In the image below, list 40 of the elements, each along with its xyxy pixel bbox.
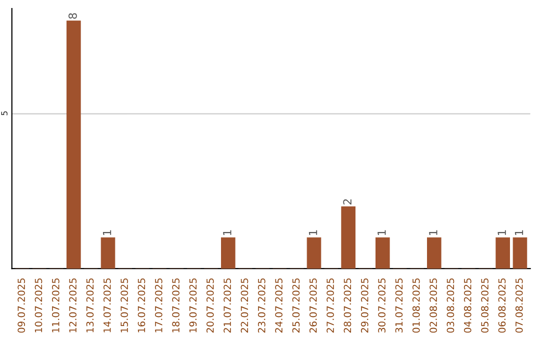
- x-tick-label: 20.07.2025: [206, 278, 214, 333]
- x-tick-label: 10.07.2025: [34, 278, 42, 332]
- y-tick-label: 5: [1, 111, 8, 116]
- x-tick-label: 23.07.2025: [258, 278, 266, 333]
- x-tick-label: 26.07.2025: [309, 278, 317, 333]
- x-tick-label: 30.07.2025: [378, 278, 386, 333]
- x-tick-label: 01.08.2025: [412, 278, 420, 333]
- x-tick-label: 29.07.2025: [360, 278, 368, 333]
- x-tick-label: 11.07.2025: [52, 278, 60, 332]
- x-tick-label: 18.07.2025: [172, 278, 180, 332]
- x-tick-label: 06.08.2025: [498, 278, 506, 333]
- x-tick-label: 04.08.2025: [464, 278, 472, 333]
- data-label: 1: [498, 230, 506, 236]
- x-tick-label: 16.07.2025: [138, 278, 146, 332]
- data-label: 1: [429, 230, 438, 236]
- x-tick-label: 22.07.2025: [240, 278, 248, 333]
- data-label: 1: [308, 230, 318, 236]
- x-tick-label: 15.07.2025: [120, 278, 128, 332]
- x-tick-label: 09.07.2025: [18, 278, 25, 333]
- x-tick-label: 03.08.2025: [446, 278, 454, 333]
- x-tick-label: 27.07.2025: [326, 278, 334, 333]
- x-tick-label: 13.07.2025: [86, 278, 94, 332]
- x-tick-label: 12.07.2025: [69, 278, 76, 332]
- data-label: 1: [102, 230, 112, 236]
- x-tick-label: 17.07.2025: [154, 278, 162, 332]
- x-tick-label: 19.07.2025: [189, 278, 197, 332]
- data-label: 8: [68, 13, 77, 19]
- data-label: 2: [343, 199, 352, 204]
- data-label: 1: [378, 230, 386, 236]
- x-tick-label: 24.07.2025: [275, 278, 282, 333]
- x-tick-label: 31.07.2025: [395, 278, 403, 333]
- data-label: 1: [514, 230, 524, 236]
- x-tick-label: 07.08.2025: [515, 278, 523, 333]
- data-label: 1: [223, 230, 232, 236]
- x-tick-label: 21.07.2025: [224, 278, 231, 333]
- x-tick-label: 05.08.2025: [481, 278, 488, 333]
- x-tick-label: 02.08.2025: [430, 278, 437, 333]
- x-tick-label: 25.07.2025: [292, 278, 300, 333]
- x-tick-label: 28.07.2025: [344, 278, 352, 333]
- x-tick-label: 14.07.2025: [103, 278, 111, 332]
